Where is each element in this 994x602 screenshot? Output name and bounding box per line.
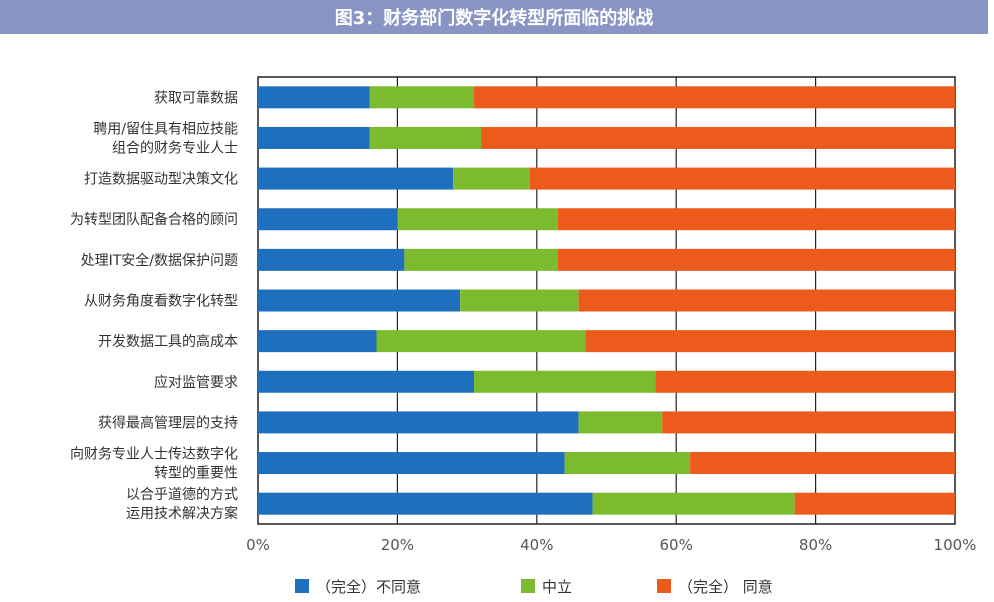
- bar-segment: [578, 289, 955, 312]
- bar-segment: [474, 86, 955, 109]
- category-label: 运用技术解决方案: [126, 505, 238, 522]
- legend-swatch: [657, 579, 671, 593]
- bar-segment: [258, 370, 475, 393]
- bar-segment: [481, 126, 955, 149]
- bar-segment: [592, 492, 795, 515]
- bar-segment: [258, 411, 579, 434]
- bar-segment: [258, 126, 370, 149]
- bar-segment: [258, 167, 454, 190]
- category-label: 为转型团队配备合格的顾问: [70, 211, 238, 228]
- category-label: 获取可靠数据: [154, 90, 238, 106]
- bar-segment: [369, 126, 482, 149]
- category-label: 从财务角度看数字化转型: [84, 294, 238, 310]
- bar-segment: [564, 452, 691, 475]
- x-tick-label: 0%: [246, 536, 270, 554]
- chart-title: 图3：财务部门数字化转型所面临的挑战: [0, 0, 988, 34]
- bar-segment: [578, 411, 663, 434]
- bars-group: [258, 86, 955, 515]
- bar-segment: [397, 208, 558, 231]
- bar-segment: [662, 411, 955, 434]
- bar-segment: [258, 289, 461, 312]
- category-label: 应对监管要求: [154, 374, 238, 391]
- bar-segment: [794, 492, 955, 515]
- bar-segment: [690, 452, 955, 475]
- bar-segment: [258, 452, 565, 475]
- legend-label: （完全） 同意: [678, 578, 773, 596]
- bar-segment: [585, 330, 955, 353]
- category-label: 处理IT安全/数据保护问题: [81, 252, 238, 269]
- x-tick-label: 40%: [520, 536, 553, 554]
- x-tick-label: 60%: [660, 536, 693, 554]
- bar-segment: [529, 167, 955, 190]
- category-label: 组合的财务专业人士: [112, 140, 238, 156]
- legend-swatch: [295, 579, 309, 593]
- category-label: 开发数据工具的高成本: [98, 333, 238, 350]
- bar-segment: [557, 248, 955, 271]
- x-tick-label: 80%: [799, 536, 832, 554]
- bar-segment: [258, 248, 405, 271]
- category-labels: 获取可靠数据聘用/留住具有相应技能组合的财务专业人士打造数据驱动型决策文化为转型…: [70, 90, 238, 522]
- category-label: 打造数据驱动型决策文化: [84, 171, 238, 188]
- bar-segment: [376, 330, 586, 353]
- bar-segment: [404, 248, 558, 271]
- category-label: 转型的重要性: [154, 466, 238, 482]
- bar-segment: [655, 370, 955, 393]
- bar-segment: [453, 167, 530, 190]
- legend-swatch: [521, 579, 535, 593]
- x-tick-label: 100%: [934, 536, 977, 554]
- bar-segment: [258, 208, 398, 231]
- bar-segment: [369, 86, 475, 109]
- legend-label: 中立: [542, 578, 572, 596]
- bar-segment: [474, 370, 656, 393]
- category-label: 向财务专业人士传达数字化: [70, 447, 238, 463]
- category-label: 获得最高管理层的支持: [98, 414, 238, 431]
- legend: （完全）不同意 中立 （完全） 同意: [295, 578, 773, 596]
- x-tick-label: 20%: [381, 536, 414, 554]
- legend-label: （完全）不同意: [316, 578, 421, 596]
- bar-segment: [258, 330, 377, 353]
- bar-segment: [460, 289, 579, 312]
- category-label: 聘用/留住具有相应技能: [93, 120, 238, 137]
- bar-segment: [258, 492, 593, 515]
- category-label: 以合乎道德的方式: [126, 487, 238, 503]
- bar-segment: [557, 208, 955, 231]
- bar-segment: [258, 86, 370, 109]
- x-axis-tick-labels: 0% 20% 40% 60% 80% 100%: [246, 536, 976, 554]
